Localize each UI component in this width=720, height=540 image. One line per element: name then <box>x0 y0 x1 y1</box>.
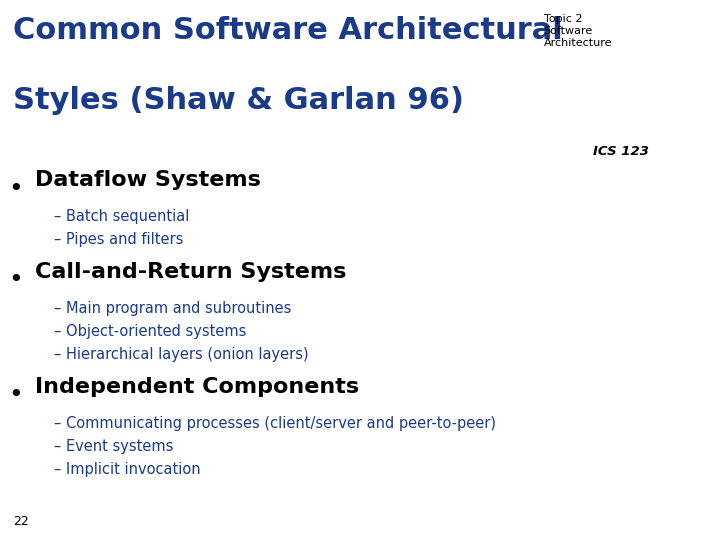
Text: Styles (Shaw & Garlan 96): Styles (Shaw & Garlan 96) <box>13 86 464 116</box>
Text: •: • <box>9 268 23 292</box>
Text: – Implicit invocation: – Implicit invocation <box>54 462 201 477</box>
Text: – Communicating processes (client/server and peer-to-peer): – Communicating processes (client/server… <box>54 416 496 431</box>
Text: Dataflow Systems: Dataflow Systems <box>35 170 261 190</box>
Text: •: • <box>9 177 23 200</box>
Text: Independent Components: Independent Components <box>35 377 359 397</box>
Text: – Main program and subroutines: – Main program and subroutines <box>54 301 292 316</box>
Text: Topic 2
Software
Architecture: Topic 2 Software Architecture <box>544 14 612 48</box>
Text: – Hierarchical layers (onion layers): – Hierarchical layers (onion layers) <box>54 347 309 362</box>
Text: •: • <box>9 383 23 407</box>
Text: – Batch sequential: – Batch sequential <box>54 209 189 224</box>
Text: 22: 22 <box>13 515 29 528</box>
Text: – Object-oriented systems: – Object-oriented systems <box>54 324 246 339</box>
Text: ICS 123: ICS 123 <box>593 145 649 158</box>
Text: Common Software Architectural: Common Software Architectural <box>13 16 563 45</box>
Text: – Pipes and filters: – Pipes and filters <box>54 232 184 247</box>
Text: Call-and-Return Systems: Call-and-Return Systems <box>35 262 346 282</box>
Text: – Event systems: – Event systems <box>54 439 174 454</box>
